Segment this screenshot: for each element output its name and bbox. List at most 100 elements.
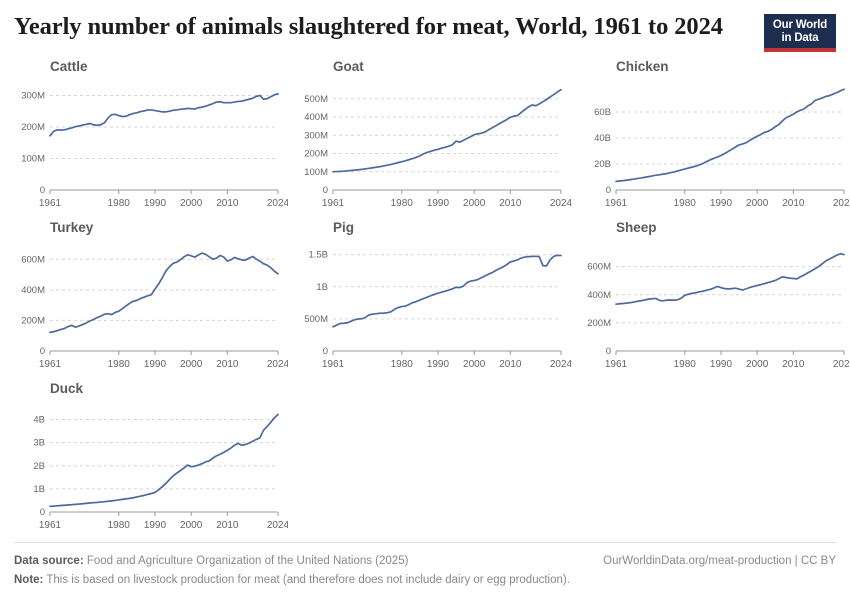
- plot-area-sheep[interactable]: 0 200M 400M 600M 1961 1980 1990 2000 2010 2024: [580, 239, 850, 377]
- x-axis-tick-label: 1990: [144, 198, 167, 209]
- x-axis-tick-label: 2024: [833, 198, 850, 209]
- series-line-pig: [332, 254, 562, 328]
- x-axis-tick-label: 1980: [391, 359, 414, 370]
- header: Yearly number of animals slaughtered for…: [14, 12, 836, 56]
- x-axis-tick-label: 2000: [180, 520, 203, 531]
- chart-panel-chicken: Chicken 0 20B 40B 60B 1961 1980 1990 2000 2010 202…: [580, 58, 850, 216]
- chart-panel-duck: Duck 0 1B 2B 3B 4B 1961 1980 1990 2000 2010 2024: [14, 380, 288, 538]
- y-axis-tick-label: 200M: [304, 149, 328, 160]
- owid-logo[interactable]: Our World in Data: [764, 14, 836, 52]
- chart-panel-cattle: Cattle 0 100M 200M 300M 1961 1980 1990 2000 2010 2…: [14, 58, 288, 216]
- x-axis-tick-label: 1961: [605, 359, 628, 370]
- x-axis-tick-label: 1961: [322, 198, 345, 209]
- y-axis-tick-label: 400M: [587, 290, 611, 301]
- y-axis-tick-label: 400M: [304, 112, 328, 123]
- x-axis-tick-label: 1980: [674, 359, 697, 370]
- x-axis-tick-label: 2000: [180, 198, 203, 209]
- x-axis-tick-label: 2000: [463, 198, 486, 209]
- logo-line-1: Our World: [772, 19, 828, 31]
- x-axis-tick-label: 2010: [216, 359, 239, 370]
- x-axis-tick-label: 2024: [550, 198, 571, 209]
- y-axis-tick-label: 0: [606, 346, 611, 357]
- source-text: Food and Agriculture Organization of the…: [83, 555, 409, 567]
- x-axis-tick-label: 1961: [39, 520, 62, 531]
- y-axis-tick-label: 100M: [21, 154, 45, 165]
- series-line-chicken: [615, 88, 845, 183]
- x-axis-tick-label: 1980: [674, 198, 697, 209]
- chart-title-sheep: Sheep: [616, 220, 657, 235]
- series-line-duck: [49, 413, 279, 508]
- y-axis-tick-label: 0: [40, 346, 45, 357]
- x-axis-tick-label: 1990: [144, 359, 167, 370]
- logo-line-2: in Data: [781, 32, 819, 44]
- y-axis-tick-label: 300M: [21, 90, 45, 101]
- x-axis-tick-label: 2024: [267, 198, 288, 209]
- y-axis-tick-label: 2B: [33, 461, 45, 472]
- plot-area-chicken[interactable]: 0 20B 40B 60B 1961 1980 1990 2000 2010 2024: [580, 78, 850, 216]
- chart-title-goat: Goat: [333, 59, 364, 74]
- x-axis-tick-label: 2000: [746, 359, 769, 370]
- x-axis-tick-label: 1961: [39, 359, 62, 370]
- series-line-cattle: [49, 93, 279, 137]
- series-line-goat: [332, 88, 562, 173]
- footer-source-row: Data source: Food and Agriculture Organi…: [14, 552, 836, 571]
- y-axis-tick-label: 1B: [316, 282, 328, 293]
- chart-title-turkey: Turkey: [50, 220, 94, 235]
- chart-panel-goat: Goat 0 100M 200M 300M 400M 500M 1961 1980 1990 200…: [297, 58, 571, 216]
- plot-area-cattle[interactable]: 0 100M 200M 300M 1961 1980 1990 2000 2010 2024: [14, 78, 288, 216]
- plot-area-goat[interactable]: 0 100M 200M 300M 400M 500M 1961 1980 1990 2000 201…: [297, 78, 571, 216]
- x-axis-tick-label: 2010: [216, 198, 239, 209]
- y-axis-tick-label: 20B: [594, 159, 611, 170]
- x-axis-tick-label: 1961: [605, 198, 628, 209]
- x-axis-tick-label: 1990: [710, 359, 733, 370]
- footer: Data source: Food and Agriculture Organi…: [14, 542, 836, 590]
- x-axis-tick-label: 2010: [216, 520, 239, 531]
- y-axis-tick-label: 4B: [33, 415, 45, 426]
- source-label: Data source:: [14, 555, 84, 567]
- y-axis-tick-label: 200M: [21, 122, 45, 133]
- y-axis-tick-label: 40B: [594, 133, 611, 144]
- x-axis-tick-label: 1990: [427, 198, 450, 209]
- y-axis-tick-label: 0: [606, 185, 611, 196]
- x-axis-tick-label: 1990: [710, 198, 733, 209]
- x-axis-tick-label: 2010: [782, 198, 805, 209]
- x-axis-tick-label: 1961: [39, 198, 62, 209]
- x-axis-tick-label: 2000: [180, 359, 203, 370]
- y-axis-tick-label: 500M: [304, 314, 328, 325]
- y-axis-tick-label: 300M: [304, 130, 328, 141]
- note-text: This is based on livestock production fo…: [43, 574, 570, 586]
- plot-area-pig[interactable]: 0 500M 1B 1.5B 1961 1980 1990 2000 2010 2024: [297, 239, 571, 377]
- y-axis-tick-label: 600M: [587, 262, 611, 273]
- chart-panel-pig: Pig 0 500M 1B 1.5B 1961 1980 1990 2000 2010 2024: [297, 219, 571, 377]
- chart-title-duck: Duck: [50, 381, 84, 396]
- attribution-link[interactable]: OurWorldinData.org/meat-production | CC …: [603, 555, 836, 567]
- x-axis-tick-label: 1990: [427, 359, 450, 370]
- y-axis-tick-label: 3B: [33, 438, 45, 449]
- series-line-sheep: [615, 252, 845, 306]
- y-axis-tick-label: 400M: [21, 285, 45, 296]
- x-axis-tick-label: 2010: [499, 198, 522, 209]
- x-axis-tick-label: 2000: [463, 359, 486, 370]
- y-axis-tick-label: 100M: [304, 167, 328, 178]
- x-axis-tick-label: 2024: [833, 359, 850, 370]
- note-label: Note:: [14, 574, 44, 586]
- small-multiples-grid: Cattle 0 100M 200M 300M 1961 1980 1990 2000 2010 2…: [14, 58, 850, 538]
- x-axis-tick-label: 2024: [267, 359, 288, 370]
- page-title: Yearly number of animals slaughtered for…: [14, 13, 723, 40]
- plot-area-turkey[interactable]: 0 200M 400M 600M 1961 1980 1990 2000 2010 2024: [14, 239, 288, 377]
- x-axis-tick-label: 2010: [782, 359, 805, 370]
- chart-title-chicken: Chicken: [616, 59, 669, 74]
- y-axis-tick-label: 1B: [33, 484, 45, 495]
- y-axis-tick-label: 200M: [587, 318, 611, 329]
- y-axis-tick-label: 0: [323, 346, 328, 357]
- chart-title-pig: Pig: [333, 220, 355, 235]
- chart-panel-sheep: Sheep 0 200M 400M 600M 1961 1980 1990 2000 2010 20…: [580, 219, 850, 377]
- x-axis-tick-label: 1980: [108, 198, 131, 209]
- plot-area-duck[interactable]: 0 1B 2B 3B 4B 1961 1980 1990 2000 2010 2024: [14, 400, 288, 538]
- series-line-turkey: [49, 252, 279, 334]
- x-axis-tick-label: 2024: [267, 520, 288, 531]
- x-axis-tick-label: 1980: [108, 520, 131, 531]
- x-axis-tick-label: 1980: [108, 359, 131, 370]
- footer-note-row: Note: This is based on livestock product…: [14, 571, 836, 590]
- y-axis-tick-label: 0: [40, 507, 45, 518]
